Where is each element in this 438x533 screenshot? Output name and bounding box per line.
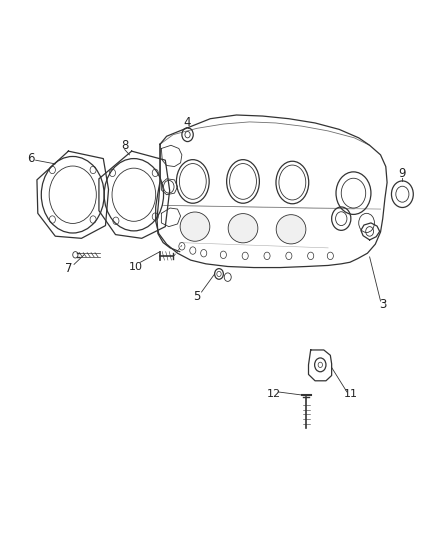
Ellipse shape	[228, 214, 258, 243]
Text: 3: 3	[379, 298, 386, 311]
Text: 12: 12	[266, 389, 281, 399]
Text: 8: 8	[121, 139, 128, 152]
Ellipse shape	[276, 215, 306, 244]
Ellipse shape	[180, 212, 210, 241]
Text: 11: 11	[344, 389, 358, 399]
Text: 6: 6	[27, 151, 34, 165]
Text: 4: 4	[184, 117, 191, 130]
Text: 5: 5	[194, 290, 201, 303]
Text: 9: 9	[399, 167, 406, 181]
Text: 7: 7	[65, 262, 72, 274]
Text: 10: 10	[129, 262, 143, 271]
